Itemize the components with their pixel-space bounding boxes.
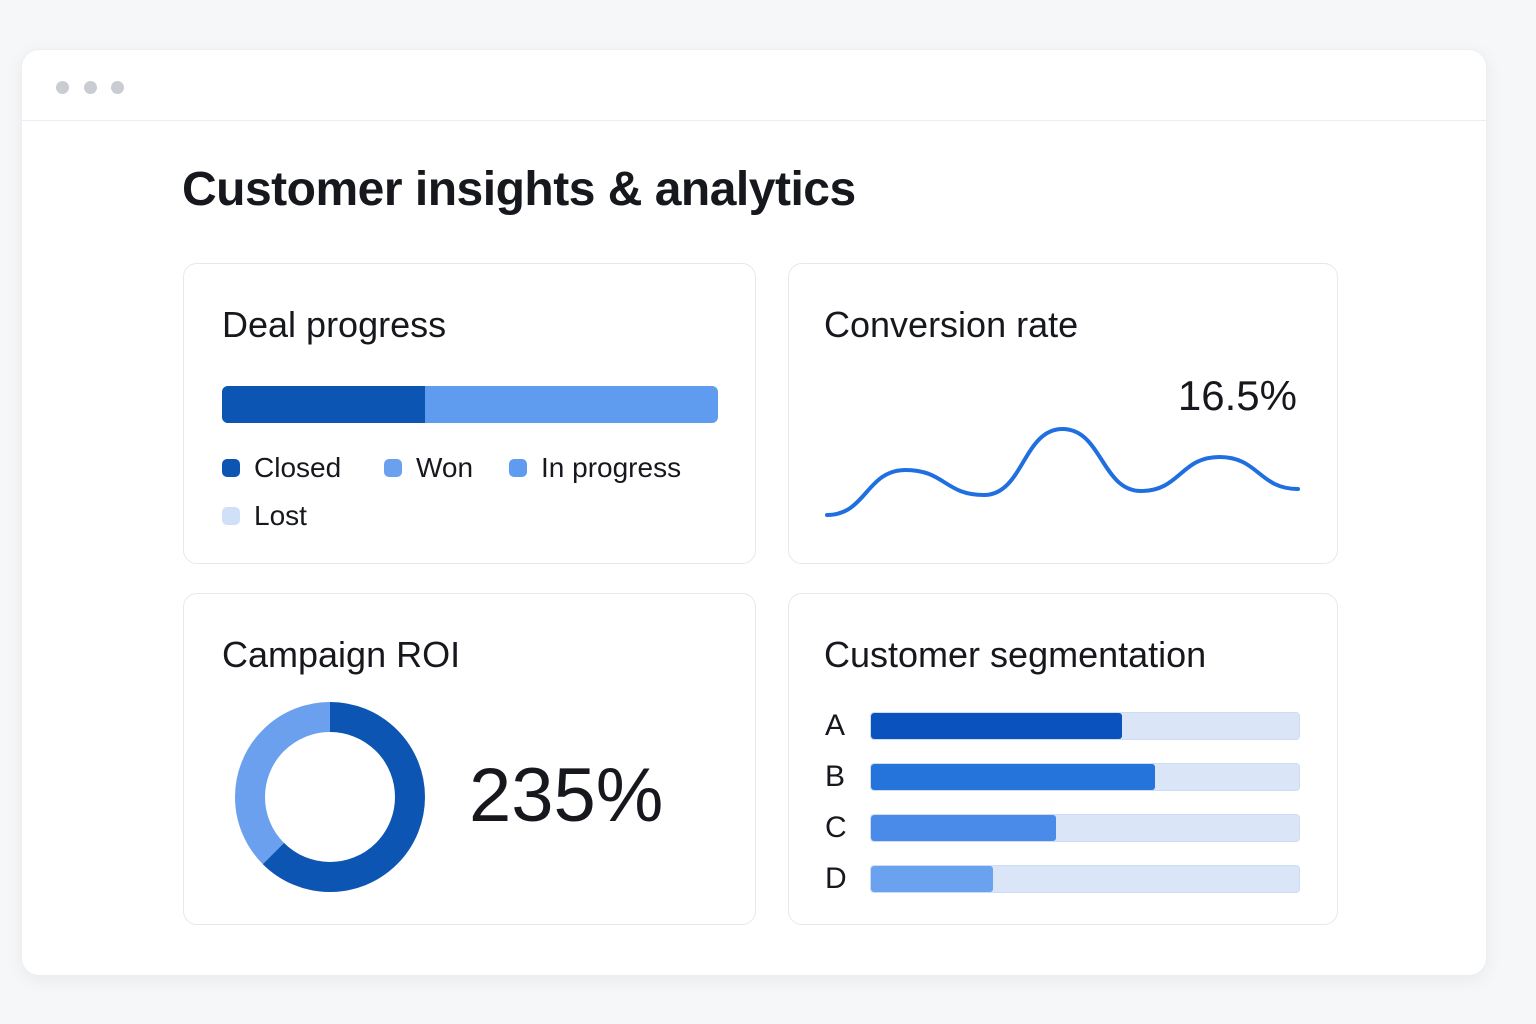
segment-label: A bbox=[825, 709, 846, 742]
segment-label: D bbox=[825, 862, 847, 895]
legend-closed: Closed bbox=[222, 452, 341, 484]
page-title: Customer insights & analytics bbox=[182, 163, 856, 216]
segment-row-d: D bbox=[825, 862, 1300, 896]
customer-segmentation-card: Customer segmentation A B C D bbox=[788, 593, 1338, 925]
legend-label: Lost bbox=[254, 500, 307, 531]
legend-label: Won bbox=[416, 452, 474, 483]
segment-label: C bbox=[825, 811, 847, 844]
segment-fill bbox=[871, 764, 1155, 790]
segment-fill bbox=[871, 866, 994, 892]
window-minimize-dot[interactable] bbox=[84, 81, 97, 94]
sparkline-line bbox=[825, 426, 1300, 517]
card-title: Customer segmentation bbox=[824, 634, 1207, 675]
segment-row-b: B bbox=[825, 760, 1300, 794]
window-close-dot[interactable] bbox=[56, 81, 69, 94]
legend-won: Won bbox=[384, 452, 473, 484]
legend-lost: Lost bbox=[222, 500, 307, 532]
legend-swatch bbox=[509, 459, 527, 477]
deal-progress-card: Deal progress Closed Won In progress Los… bbox=[183, 263, 756, 564]
legend-label: In progress bbox=[541, 452, 682, 483]
conversion-rate-value: 16.5% bbox=[1177, 372, 1297, 419]
segment-label: B bbox=[825, 760, 846, 793]
segment-fill bbox=[871, 713, 1122, 739]
legend-swatch bbox=[222, 459, 240, 477]
legend-swatch bbox=[222, 507, 240, 525]
card-title: Conversion rate bbox=[824, 304, 1079, 345]
conversion-rate-card: Conversion rate 16.5% bbox=[788, 263, 1338, 564]
legend-in-progress: In progress bbox=[509, 452, 681, 484]
campaign-roi-card: Campaign ROI 235% bbox=[183, 593, 756, 925]
segment-track bbox=[870, 712, 1300, 740]
segment-row-a: A bbox=[825, 709, 1300, 743]
card-title: Deal progress bbox=[222, 304, 447, 345]
segment-track bbox=[870, 865, 1300, 893]
conversion-sparkline bbox=[825, 426, 1300, 517]
donut-segment-1 bbox=[235, 702, 425, 892]
window-maximize-dot[interactable] bbox=[111, 81, 124, 94]
segment-fill bbox=[871, 815, 1057, 841]
deal-progress-bar bbox=[222, 386, 718, 423]
legend-swatch bbox=[384, 459, 402, 477]
app-window: Customer insights & analytics Deal progr… bbox=[21, 49, 1487, 976]
roi-value: 235% bbox=[469, 753, 664, 838]
segment-row-c: C bbox=[825, 811, 1300, 845]
window-titlebar bbox=[22, 50, 1486, 121]
card-title: Campaign ROI bbox=[222, 634, 461, 675]
segment-track bbox=[870, 814, 1300, 842]
legend-label: Closed bbox=[254, 452, 342, 483]
segment-track bbox=[870, 763, 1300, 791]
deal-progress-closed-fill bbox=[222, 386, 426, 423]
roi-donut-chart bbox=[235, 702, 425, 892]
